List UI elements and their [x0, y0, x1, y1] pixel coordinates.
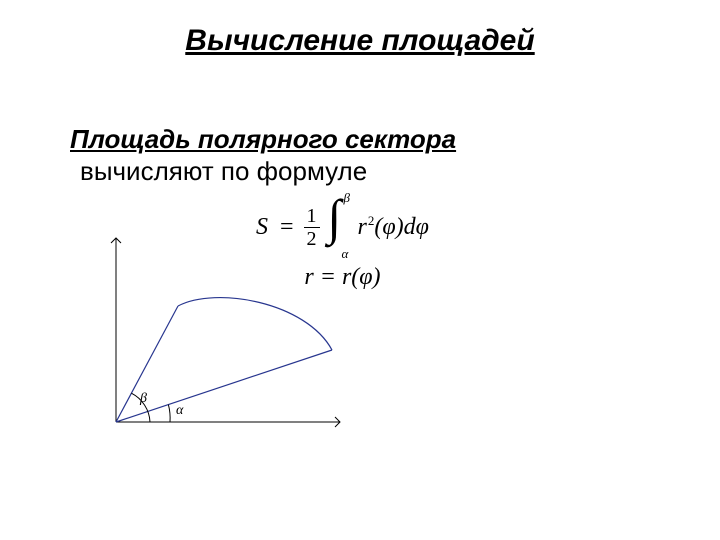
phi-var: φ: [382, 214, 395, 240]
subtitle-line: Площадь полярного сектора: [70, 124, 456, 155]
fraction-numerator: 1: [304, 205, 320, 227]
angle-arc-alpha: [168, 405, 170, 422]
polar-sector-diagram: αβ: [98, 230, 348, 440]
differential: dφ: [404, 214, 429, 240]
slide: Вычисление площадей Площадь полярного се…: [0, 0, 720, 540]
subtitle-underlined: Площадь полярного сектора: [70, 124, 456, 154]
page-title: Вычисление площадей: [0, 24, 720, 58]
integrand: r2(φ)dφ: [358, 213, 429, 241]
subtitle-tail: вычисляют по формуле: [80, 156, 367, 187]
integral-upper-limit: β: [344, 190, 350, 206]
label-beta: β: [139, 391, 147, 406]
r-symbol: r: [358, 214, 367, 240]
paren-close: ): [396, 214, 404, 240]
label-alpha: α: [176, 403, 184, 418]
polar-curve: [178, 298, 332, 350]
